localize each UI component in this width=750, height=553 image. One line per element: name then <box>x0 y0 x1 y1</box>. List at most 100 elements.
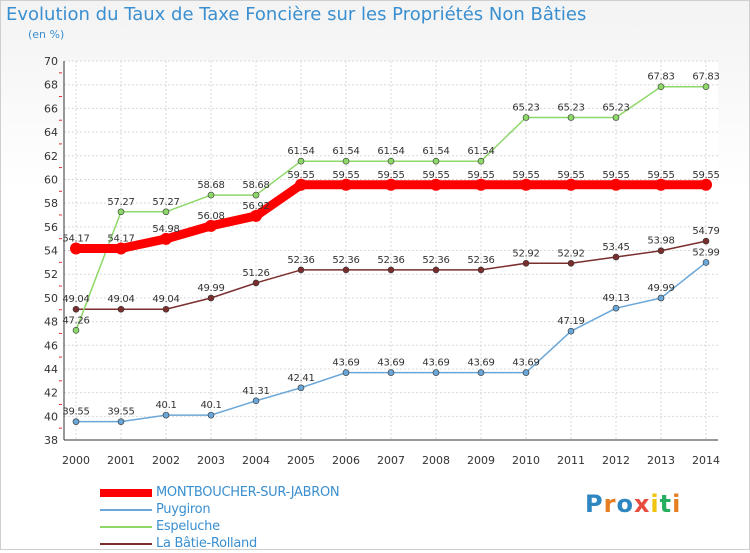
y-tick-label: 56 <box>44 221 58 234</box>
data-point <box>477 369 485 376</box>
data-point <box>115 242 127 255</box>
chart-subtitle: (en %) <box>28 28 65 41</box>
data-label: 52.36 <box>332 255 359 266</box>
x-tick-label: 2006 <box>332 454 360 467</box>
data-label: 67.83 <box>692 72 719 83</box>
data-label: 59.55 <box>602 170 629 181</box>
y-tick-label: 64 <box>44 126 58 139</box>
x-tick-label: 2013 <box>647 454 675 467</box>
data-label: 52.99 <box>692 247 719 258</box>
data-label: 61.54 <box>287 146 314 157</box>
data-label: 51.26 <box>242 268 269 279</box>
data-label: 43.69 <box>422 358 449 369</box>
data-point <box>657 247 665 255</box>
x-tick-label: 2003 <box>197 454 225 467</box>
data-label: 56.08 <box>197 211 224 222</box>
y-tick-label: 70 <box>44 55 58 68</box>
data-label: 61.54 <box>467 146 494 157</box>
logo-letter: x <box>633 490 651 518</box>
data-point <box>72 327 80 334</box>
legend-label: La Bâtie-Rolland <box>156 536 257 551</box>
legend-label: MONTBOUCHER-SUR-JABRON <box>156 485 340 500</box>
data-point <box>655 178 667 191</box>
data-label: 49.04 <box>107 294 134 305</box>
data-point <box>430 178 442 191</box>
data-point <box>70 242 82 255</box>
y-tick-label: 42 <box>44 387 58 400</box>
data-label: 42.41 <box>287 373 314 384</box>
data-label: 47.19 <box>557 316 584 327</box>
data-point <box>162 305 170 313</box>
data-label: 59.55 <box>512 170 539 181</box>
data-label: 65.23 <box>557 102 584 113</box>
data-point <box>207 411 215 419</box>
data-label: 49.13 <box>602 293 629 304</box>
data-label: 47.26 <box>62 315 89 326</box>
data-label: 58.68 <box>242 180 269 191</box>
data-point <box>612 253 620 261</box>
data-point <box>567 327 575 335</box>
x-tick-label: 2014 <box>692 454 720 467</box>
y-tick-label: 48 <box>44 316 58 329</box>
logo-letter: o <box>616 490 634 518</box>
x-tick-label: 2010 <box>512 454 540 467</box>
data-point <box>160 232 172 245</box>
grid <box>64 60 718 441</box>
data-label: 59.55 <box>647 170 674 181</box>
series <box>70 83 712 425</box>
data-label: 59.55 <box>377 170 404 181</box>
x-tick-label: 2005 <box>287 454 315 467</box>
data-point <box>567 114 575 121</box>
y-tick-label: 60 <box>44 173 58 186</box>
data-point <box>565 178 577 191</box>
axes: 38 40 42 44 46 48 50 52 54 56 58 60 62 64 66 68 70 2000 20… <box>44 55 720 467</box>
logo-letter: t <box>659 490 673 518</box>
x-tick-label: 2002 <box>152 454 180 467</box>
x-tick-label: 2007 <box>377 454 405 467</box>
data-label: 54.79 <box>692 226 719 237</box>
data-label: 43.69 <box>332 358 359 369</box>
data-point <box>117 305 125 313</box>
data-label: 52.92 <box>512 248 539 259</box>
data-point <box>117 418 125 425</box>
data-point <box>72 305 80 313</box>
data-point <box>252 397 260 405</box>
y-tick-label: 46 <box>44 339 58 352</box>
logo-letter: P <box>585 490 604 518</box>
legend-swatch <box>100 543 152 545</box>
chart-title: Evolution du Taux de Taxe Foncière sur l… <box>6 4 587 25</box>
data-point <box>342 266 350 274</box>
y-tick-label: 68 <box>44 79 58 92</box>
data-label: 61.54 <box>422 146 449 157</box>
data-label: 41.31 <box>242 386 269 397</box>
data-label: 49.99 <box>197 283 224 294</box>
data-label: 52.36 <box>377 255 404 266</box>
data-label: 57.27 <box>152 197 179 208</box>
data-point <box>522 259 530 267</box>
data-label: 54.17 <box>62 233 89 244</box>
legend-swatch <box>100 526 152 528</box>
data-point <box>297 384 305 392</box>
data-label: 59.55 <box>467 170 494 181</box>
y-tick-label: 38 <box>44 434 58 447</box>
data-labels: 49.04 49.04 49.04 49.99 51.26 52.36 52.36 52.36… <box>62 72 719 418</box>
data-point <box>657 294 665 302</box>
data-point <box>385 178 397 191</box>
data-point <box>522 369 530 376</box>
data-label: 65.23 <box>512 102 539 113</box>
data-point <box>567 259 575 267</box>
data-label: 65.23 <box>602 102 629 113</box>
y-tick-label: 40 <box>44 410 58 423</box>
data-label: 61.54 <box>377 146 404 157</box>
data-label: 49.04 <box>62 294 89 305</box>
data-point <box>205 219 217 232</box>
data-label: 54.17 <box>107 233 134 244</box>
data-point <box>475 178 487 191</box>
data-label: 52.36 <box>287 255 314 266</box>
data-point <box>342 157 350 165</box>
data-point <box>657 83 665 91</box>
data-point <box>252 191 260 199</box>
data-label: 39.55 <box>107 407 134 418</box>
data-point <box>520 178 532 191</box>
